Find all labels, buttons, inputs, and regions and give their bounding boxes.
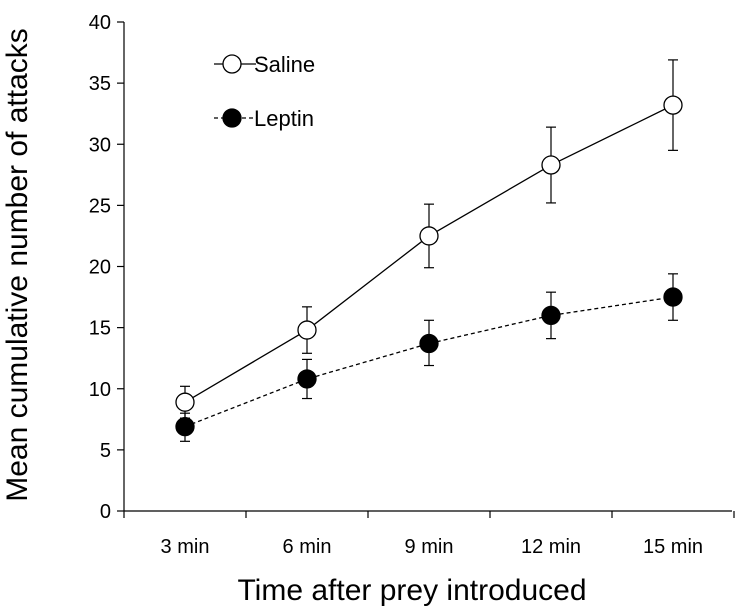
data-point — [663, 287, 683, 307]
y-tick-label: 20 — [89, 257, 111, 279]
x-tick-label: 3 min — [161, 536, 210, 558]
data-point — [419, 226, 439, 246]
x-tick-label: 12 min — [521, 536, 581, 558]
series-leptin — [175, 273, 683, 442]
y-tick-label: 5 — [100, 440, 111, 462]
y-tick-label: 30 — [89, 134, 111, 156]
x-tick-label: 15 min — [643, 536, 703, 558]
x-axis-title: Time after prey introduced — [237, 574, 586, 607]
data-point — [175, 416, 195, 437]
y-axis-title: Mean cumulative number of attacks — [1, 28, 34, 502]
data-point — [175, 392, 195, 412]
y-axis-ticks: 0 5 10 15 20 25 30 35 40 — [89, 12, 124, 523]
legend: Saline Leptin — [214, 52, 315, 131]
data-point — [419, 333, 439, 354]
series-saline — [175, 59, 683, 419]
data-point — [297, 369, 317, 389]
y-tick-label: 25 — [89, 195, 111, 217]
x-axis-ticks: 3 min 6 min 9 min 12 min 15 min — [123, 511, 735, 558]
y-tick-label: 10 — [89, 379, 111, 401]
legend-item-leptin: Leptin — [214, 106, 314, 131]
legend-label: Saline — [254, 52, 315, 77]
series-layer — [175, 59, 683, 442]
y-tick-label: 35 — [89, 73, 111, 95]
y-tick-label: 15 — [89, 318, 111, 340]
data-point — [541, 155, 561, 175]
data-point — [663, 95, 683, 115]
y-tick-label: 0 — [100, 501, 111, 523]
x-tick-label: 6 min — [283, 536, 332, 558]
legend-marker — [222, 108, 242, 128]
axes — [123, 22, 732, 512]
data-point — [297, 320, 317, 340]
series-line — [184, 296, 674, 428]
legend-item-saline: Saline — [214, 52, 315, 77]
x-tick-label: 9 min — [405, 536, 454, 558]
data-point — [541, 305, 561, 326]
legend-label: Leptin — [254, 106, 314, 131]
y-tick-label: 40 — [89, 12, 111, 34]
legend-marker — [222, 54, 242, 74]
